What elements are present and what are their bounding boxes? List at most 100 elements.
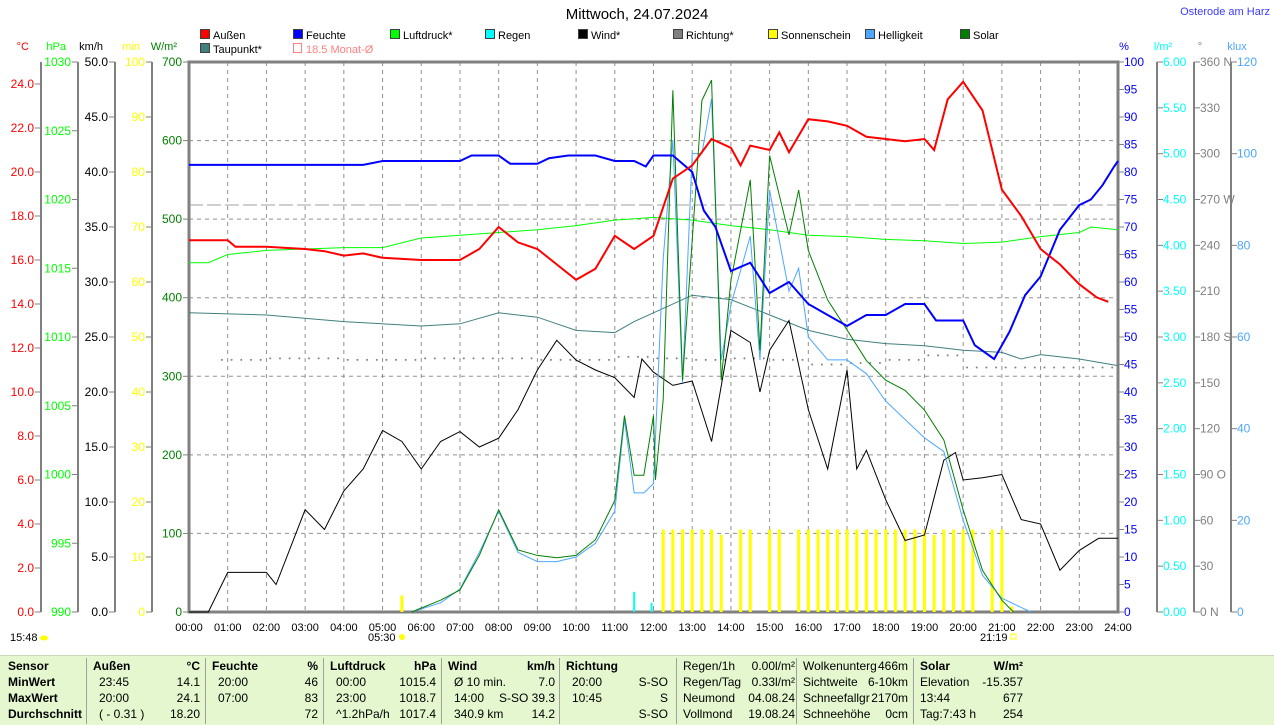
table-cell: Sichtweite [803, 675, 858, 689]
table-cell: 1017.4 [399, 707, 436, 721]
direction-dot [433, 357, 436, 360]
sunshine-bar [922, 529, 926, 612]
table-separator [796, 658, 797, 724]
axis-tick-label-wind: 45.0 [85, 110, 109, 124]
axis-tick-label-dir: 270 W [1200, 193, 1235, 207]
direction-dot [482, 357, 485, 360]
direction-dot [346, 358, 349, 361]
axis-tick-label-press: 1010 [44, 330, 71, 344]
axis-tick-label-press: 1030 [44, 55, 71, 69]
axis-tick-label-hum: 0 [1124, 605, 1131, 619]
x-tick-label: 09:00 [524, 622, 552, 634]
table-separator [323, 658, 324, 724]
axis-tick-label-rain: 0.00 [1163, 605, 1187, 619]
direction-dot [414, 358, 417, 361]
table-cell: 7.0 [538, 675, 555, 689]
direction-dot [259, 358, 262, 361]
legend-item: Feuchte [306, 30, 346, 42]
table-cell: 72 [304, 707, 318, 721]
sunshine-bar [748, 529, 752, 612]
axis-unit-rain: l/m² [1154, 41, 1173, 53]
direction-dot [530, 357, 533, 360]
direction-dot [811, 363, 814, 366]
x-tick-label: 02:00 [253, 622, 281, 634]
direction-dot [1082, 366, 1085, 369]
table-cell: 0.33l/m² [751, 675, 795, 689]
location-label[interactable]: Osterode am Harz [1180, 6, 1270, 18]
direction-dot [298, 357, 301, 360]
table-separator [676, 658, 677, 724]
direction-dot [230, 358, 233, 361]
direction-dot [1043, 366, 1046, 369]
axis-tick-label-wind: 10.0 [85, 495, 109, 509]
table-cell: Wolkenunterg [803, 659, 877, 673]
table-cell: 6-10km [867, 675, 908, 689]
table-cell: Neumond [683, 691, 736, 705]
direction-dot [859, 361, 862, 364]
axis-tick-label-press: 1015 [44, 261, 71, 275]
table-cell: 20:00 [572, 675, 603, 689]
x-tick-label: 14:00 [717, 622, 745, 634]
table-cell: 1018.7 [399, 691, 436, 705]
direction-dot [307, 357, 310, 360]
direction-dot [375, 358, 378, 361]
direction-dot [898, 358, 901, 361]
axis-tick-label-hum: 45 [1124, 358, 1138, 372]
axis-unit-dir: ° [1198, 41, 1202, 53]
axis-tick-label-wind: 15.0 [85, 440, 109, 454]
direction-dot [888, 358, 891, 361]
sunshine-bar [661, 529, 665, 612]
axis-unit-sun: min [122, 41, 140, 53]
axis-tick-label-wind: 40.0 [85, 165, 109, 179]
series-line-taupunkt [188, 294, 1119, 367]
x-tick-label: 07:00 [446, 622, 474, 634]
legend-swatch [768, 29, 778, 39]
table-cell: Ø 10 min. [454, 675, 507, 689]
direction-dot [791, 358, 794, 361]
axis-tick-label-dir: 30 [1200, 559, 1214, 573]
axis-tick-label-sun: 0 [138, 605, 145, 619]
direction-dot [782, 358, 785, 361]
sunshine-bar [777, 529, 781, 612]
table-separator [86, 658, 87, 724]
legend-item: Richtung* [686, 30, 734, 42]
direction-dot [549, 358, 552, 361]
sunshine-bar [400, 595, 404, 612]
sunset-icon [1010, 633, 1017, 640]
direction-dot [501, 357, 504, 360]
axis-tick-label-press: 1005 [44, 399, 71, 413]
axis-tick-label-press: 1025 [44, 124, 71, 138]
table-header: MinWert [8, 675, 56, 689]
direction-dot [917, 358, 920, 361]
direction-dot [937, 354, 940, 357]
axis-tick-label-wind: 35.0 [85, 220, 109, 234]
axis-tick-label-sun: 90 [132, 110, 146, 124]
direction-dot [269, 357, 272, 360]
table-cell: S-SO [638, 675, 668, 689]
axis-tick-label-temp: 12.0 [11, 341, 35, 355]
table-separator [913, 658, 914, 724]
direction-dot [220, 358, 223, 361]
direction-dot [366, 358, 369, 361]
direction-dot [801, 358, 804, 361]
table-cell: 466m [877, 659, 908, 673]
rain-bar [633, 591, 636, 612]
table-cell: ( - 0.31 ) [99, 707, 145, 721]
axis-tick-label-lux: 60 [1237, 330, 1251, 344]
x-tick-label: 11:00 [601, 622, 628, 634]
sunshine-bar [990, 529, 994, 612]
table-cell: Regen/Tag [683, 675, 742, 689]
axis-tick-label-solar: 300 [162, 369, 182, 383]
sunshine-bar [961, 529, 965, 612]
axis-tick-label-hum: 55 [1124, 303, 1138, 317]
sunshine-bar [913, 529, 917, 612]
direction-dot [820, 363, 823, 366]
weather-chart: 00:00 01:00 02:00 03:00 04:00 05:00 06:00 07:00… [10, 29, 1257, 644]
axis-tick-label-hum: 85 [1124, 138, 1138, 152]
direction-dot [327, 357, 330, 360]
table-header: Luftdruck [330, 659, 386, 673]
axis-tick-label-dir: 210 [1200, 284, 1220, 298]
axis-tick-label-temp: 0.0 [17, 605, 34, 619]
direction-dot [956, 354, 959, 357]
axis-tick-label-hum: 100 [1124, 55, 1144, 69]
